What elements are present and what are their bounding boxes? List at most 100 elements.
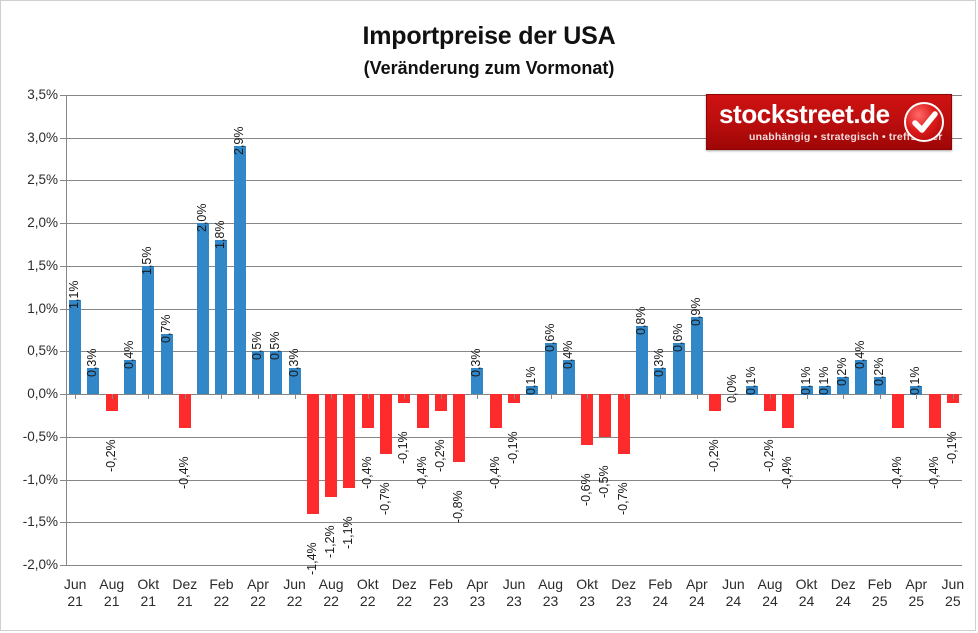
x-axis-tick xyxy=(514,394,515,399)
x-axis-month: Aug xyxy=(318,576,344,592)
bar-value-label: 0,4% xyxy=(853,340,867,370)
bar-value-label: 0,5% xyxy=(268,331,282,361)
x-axis-tick-label: Apr 22 xyxy=(238,576,278,610)
bar-value-label: -0,2% xyxy=(104,439,118,472)
x-axis-year: 23 xyxy=(579,593,595,609)
x-axis-tick xyxy=(660,394,661,399)
bar xyxy=(362,394,374,428)
bar xyxy=(270,351,282,394)
x-axis-year: 25 xyxy=(871,593,888,609)
x-axis-tick-label: Jun 24 xyxy=(713,576,753,610)
x-axis-year: 24 xyxy=(762,593,778,609)
x-axis-month: Apr xyxy=(685,576,708,592)
x-axis-tick-label: Feb 23 xyxy=(421,576,461,610)
bar xyxy=(892,394,904,428)
bar-value-label: -0,4% xyxy=(488,456,502,489)
bar-value-label: 0,3% xyxy=(287,348,301,378)
bar-value-label: 0,7% xyxy=(159,314,173,344)
x-axis-tick xyxy=(185,394,186,399)
bar-value-label: 1,5% xyxy=(140,246,154,276)
bar-value-label: -0,1% xyxy=(945,431,959,464)
bar xyxy=(453,394,465,462)
check-mark-icon xyxy=(904,102,944,142)
bar xyxy=(325,394,337,497)
bar xyxy=(599,394,611,437)
bar xyxy=(69,300,81,394)
y-axis-tick xyxy=(60,309,66,310)
x-axis-tick xyxy=(770,394,771,399)
logo-tagline: unabhängig • strategisch • treffsicher xyxy=(749,131,943,143)
bar-value-label: -0,1% xyxy=(506,431,520,464)
x-axis-tick-label: Okt 21 xyxy=(128,576,168,610)
x-axis-tick-label: Jun 25 xyxy=(933,576,973,610)
x-axis-month: Feb xyxy=(867,576,892,592)
x-axis-year: 23 xyxy=(615,593,632,609)
x-axis-year: 22 xyxy=(250,593,266,609)
bar xyxy=(782,394,794,428)
bar xyxy=(343,394,355,488)
bar xyxy=(801,386,813,395)
x-axis-year: 24 xyxy=(835,593,851,609)
x-axis-tick-label: Aug 22 xyxy=(311,576,351,610)
x-axis-year: 21 xyxy=(67,593,83,609)
bar-value-label: -0,4% xyxy=(780,456,794,489)
x-axis-month: Jun xyxy=(283,576,306,592)
x-axis-month: Aug xyxy=(538,576,564,592)
gridline xyxy=(66,223,962,224)
x-axis-tick-label: Apr 23 xyxy=(457,576,497,610)
x-axis-tick-label: Feb 25 xyxy=(860,576,900,610)
gridline xyxy=(66,437,962,438)
x-axis-tick-label: Apr 24 xyxy=(677,576,717,610)
bar xyxy=(837,377,849,394)
y-axis-tick-label: 0,0% xyxy=(27,386,58,401)
x-axis-month: Okt xyxy=(576,576,599,592)
bar-value-label: 0,6% xyxy=(671,323,685,353)
x-axis-year: 22 xyxy=(323,593,339,609)
x-axis-month: Okt xyxy=(795,576,818,592)
gridline xyxy=(66,565,962,566)
x-axis-tick-label: Feb 22 xyxy=(201,576,241,610)
x-axis-tick xyxy=(331,394,332,399)
y-axis-tick xyxy=(60,138,66,139)
y-axis-tick xyxy=(60,351,66,352)
y-axis-tick xyxy=(60,95,66,96)
x-axis-tick xyxy=(551,394,552,399)
bar xyxy=(526,386,538,395)
bar xyxy=(124,360,136,394)
x-axis-year: 22 xyxy=(286,593,303,609)
bar-value-label: 2,0% xyxy=(195,203,209,233)
bar-value-label: 0,4% xyxy=(122,340,136,370)
x-axis-year: 24 xyxy=(652,593,669,609)
bar xyxy=(855,360,867,394)
bar xyxy=(490,394,502,428)
y-axis-tick xyxy=(60,394,66,395)
gridline xyxy=(66,138,962,139)
bar xyxy=(545,343,557,394)
x-axis-tick xyxy=(916,394,917,399)
x-axis-month: Dez xyxy=(830,576,856,592)
bar-value-label: -0,2% xyxy=(762,439,776,472)
gridline xyxy=(66,309,962,310)
y-axis-tick xyxy=(60,480,66,481)
x-axis-tick-label: Aug 21 xyxy=(92,576,132,610)
x-axis-tick xyxy=(368,394,369,399)
bar xyxy=(910,386,922,395)
x-axis-tick-label: Dez 21 xyxy=(165,576,205,610)
x-axis-month: Jun xyxy=(722,576,745,592)
x-axis-tick xyxy=(295,394,296,399)
x-axis-month: Feb xyxy=(209,576,234,592)
gridline xyxy=(66,480,962,481)
bar-value-label: 0,1% xyxy=(744,366,758,396)
bar-value-label: -0,7% xyxy=(378,482,392,515)
x-axis-year: 21 xyxy=(177,593,193,609)
y-axis-tick-label: -0,5% xyxy=(22,429,58,444)
bar-value-label: 0,1% xyxy=(524,366,538,396)
x-axis-month: Apr xyxy=(247,576,269,592)
x-axis-month: Jun xyxy=(941,576,965,592)
bar xyxy=(197,223,209,394)
x-axis-tick-label: Jun 22 xyxy=(275,576,315,610)
gridline xyxy=(66,351,962,352)
bar xyxy=(654,368,666,394)
bar xyxy=(691,317,703,394)
y-axis-tick-label: -2,0% xyxy=(22,557,58,572)
